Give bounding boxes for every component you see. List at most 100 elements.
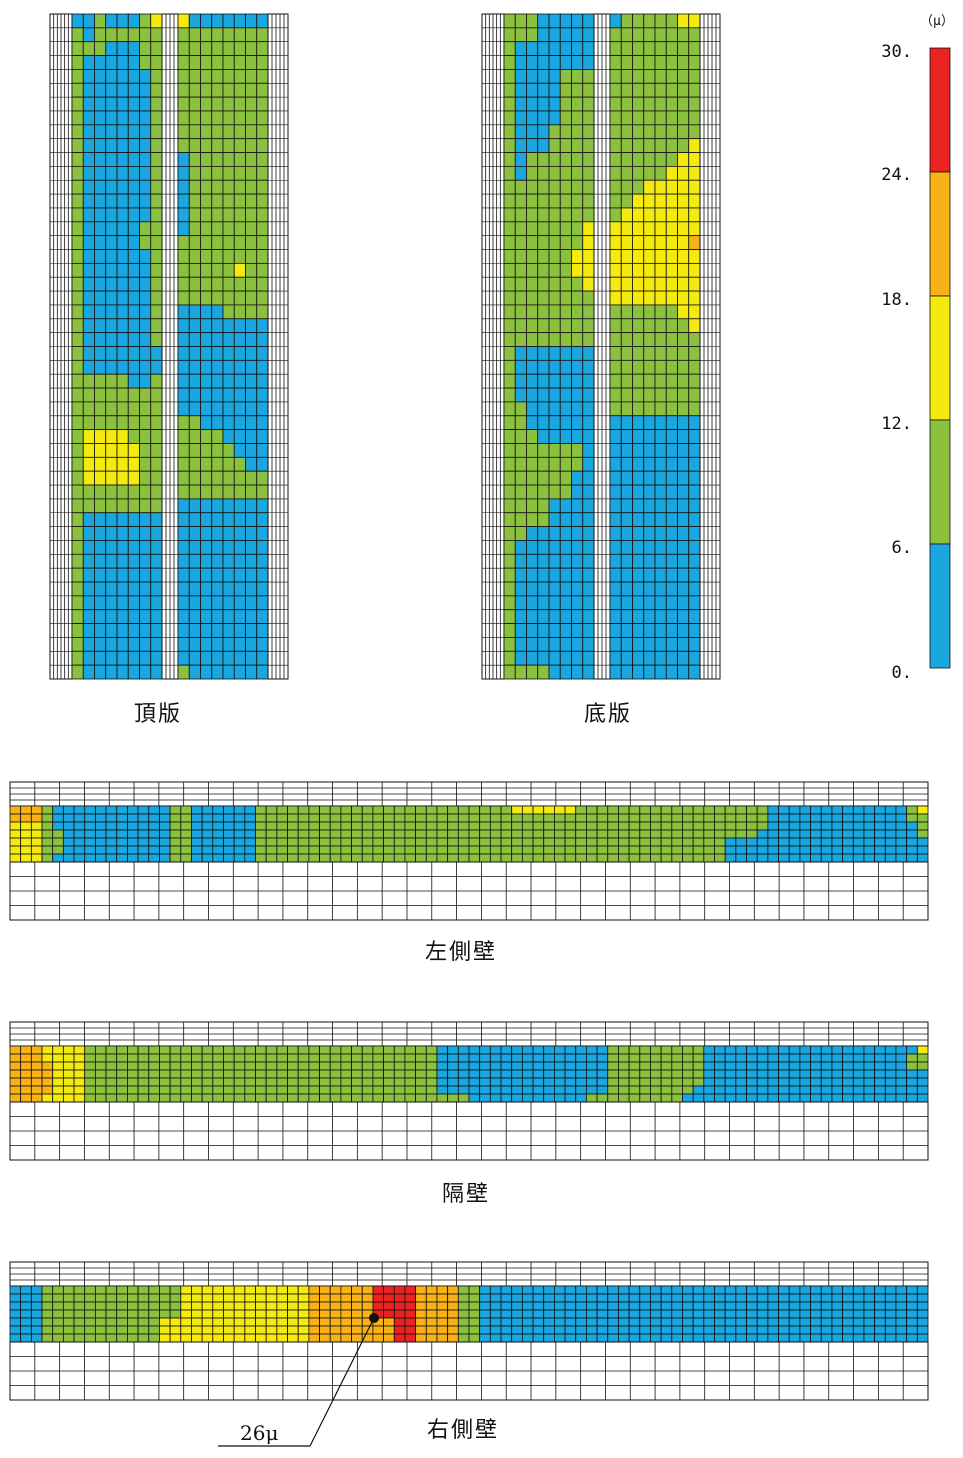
- left-wall-cell: [586, 821, 598, 831]
- partition-wall-cell: [521, 1069, 534, 1079]
- left-wall-cell: [575, 829, 587, 839]
- top-slab-right-cell: [222, 401, 235, 417]
- left-wall-cell: [169, 813, 182, 823]
- partition-wall-cell: [94, 1093, 107, 1103]
- right-wall-cell: [20, 1333, 32, 1343]
- bottom-slab-left-cell: [526, 401, 539, 417]
- bottom-slab-left-cell: [503, 443, 516, 458]
- bottom-slab-right-cell: [654, 553, 667, 569]
- left-wall-cell: [297, 837, 310, 847]
- bottom-slab-right-cell: [609, 637, 622, 652]
- partition-wall-cell: [52, 1077, 64, 1087]
- top-slab-left-cell: [71, 138, 84, 153]
- partition-wall-cell: [319, 1053, 331, 1063]
- partition-wall-cell: [735, 1093, 747, 1103]
- top-slab-left-cell: [139, 304, 152, 320]
- right-wall-cell: [511, 1309, 523, 1319]
- annotation-label: 26μ: [240, 1421, 278, 1445]
- bottom-slab-left-cell: [582, 346, 595, 361]
- partition-wall-cell: [447, 1085, 459, 1095]
- bottom-slab-right-cell: [677, 484, 690, 500]
- left-wall-cell: [714, 837, 726, 847]
- right-wall-cell: [276, 1325, 288, 1335]
- partition-wall-cell: [778, 1053, 790, 1063]
- left-wall-cell: [116, 853, 128, 863]
- left-wall-cell: [351, 853, 363, 863]
- right-wall-cell: [618, 1285, 630, 1295]
- top-slab-right-cell: [177, 512, 190, 528]
- partition-wall-cell: [340, 1061, 352, 1071]
- left-wall-cell: [415, 845, 427, 855]
- right-wall-cell: [94, 1333, 107, 1343]
- top-slab-left-cell: [127, 96, 140, 112]
- left-wall-cell: [20, 821, 32, 831]
- top-slab-right-cell: [222, 581, 235, 597]
- top-slab-left-cell: [94, 498, 107, 514]
- left-wall-cell: [372, 821, 385, 831]
- right-wall-cell: [436, 1309, 449, 1319]
- top-slab-left-cell: [82, 262, 95, 278]
- top-slab-left-cell: [82, 512, 95, 528]
- right-wall-cell: [9, 1317, 22, 1327]
- left-wall-cell: [308, 853, 320, 863]
- left-wall-cell: [52, 845, 64, 855]
- left-wall-cell: [831, 813, 844, 823]
- left-wall-cell: [735, 853, 747, 863]
- bottom-slab-left-cell: [559, 207, 572, 223]
- top-slab-right-cell: [200, 373, 213, 389]
- partition-wall-cell: [724, 1077, 737, 1087]
- right-wall-cell: [73, 1293, 86, 1303]
- left-wall-cell: [127, 821, 139, 831]
- left-wall-cell: [842, 813, 854, 823]
- top-slab-left-cell: [82, 152, 95, 167]
- left-wall-cell: [201, 853, 214, 863]
- left-wall-cell: [105, 853, 118, 863]
- bottom-slab-left-cell: [526, 526, 539, 541]
- bottom-slab-left-cell: [537, 27, 550, 43]
- right-wall-cell: [543, 1333, 555, 1343]
- right-wall-cell: [852, 1317, 865, 1327]
- left-wall-cell: [425, 821, 438, 831]
- bottom-slab-right-cell: [665, 553, 678, 569]
- partition-wall-cell: [479, 1061, 491, 1071]
- top-slab-right-cell: [256, 637, 269, 652]
- partition-wall-cell: [596, 1085, 609, 1095]
- partition-wall-cell: [233, 1045, 246, 1055]
- right-wall-cell: [767, 1333, 779, 1343]
- top-slab-left-cell: [94, 484, 107, 500]
- right-wall-cell: [340, 1309, 352, 1319]
- top-slab-right-cell: [245, 540, 258, 555]
- top-slab-right-cell: [200, 249, 213, 264]
- top-slab-left-cell: [94, 124, 107, 140]
- partition-wall-cell: [351, 1053, 363, 1063]
- left-wall-cell: [628, 853, 641, 863]
- bottom-slab-left-cell: [548, 567, 561, 583]
- top-slab-right-cell: [233, 484, 246, 500]
- bottom-slab-right-cell: [632, 664, 645, 680]
- top-slab-left-cell: [127, 664, 140, 680]
- bottom-slab-right-cell: [620, 110, 633, 126]
- right-wall-cell: [596, 1285, 609, 1295]
- top-slab-right-cell: [256, 27, 269, 43]
- bottom-slab-left-cell: [559, 124, 572, 140]
- right-wall-cell: [714, 1309, 726, 1319]
- right-wall-cell: [244, 1293, 256, 1303]
- partition-wall-cell: [618, 1061, 630, 1071]
- bottom-slab-right-cell: [632, 124, 645, 140]
- partition-wall-cell: [191, 1085, 203, 1095]
- right-wall-cell: [308, 1309, 320, 1319]
- partition-wall-cell: [906, 1077, 918, 1087]
- top-slab-left-cell: [116, 415, 129, 431]
- right-wall-cell: [383, 1317, 395, 1327]
- top-slab-left-cell: [71, 304, 84, 320]
- top-slab-right-cell: [188, 13, 201, 29]
- right-wall-cell: [639, 1293, 651, 1303]
- left-wall-cell: [714, 853, 726, 863]
- top-slab-left-cell: [127, 609, 140, 624]
- top-slab-right-cell: [222, 332, 235, 347]
- bottom-slab-right-cell: [665, 429, 678, 444]
- right-wall-cell: [746, 1293, 758, 1303]
- partition-wall-cell: [692, 1053, 705, 1063]
- bottom-slab-right-cell: [609, 138, 622, 153]
- top-slab-right-cell: [188, 165, 201, 181]
